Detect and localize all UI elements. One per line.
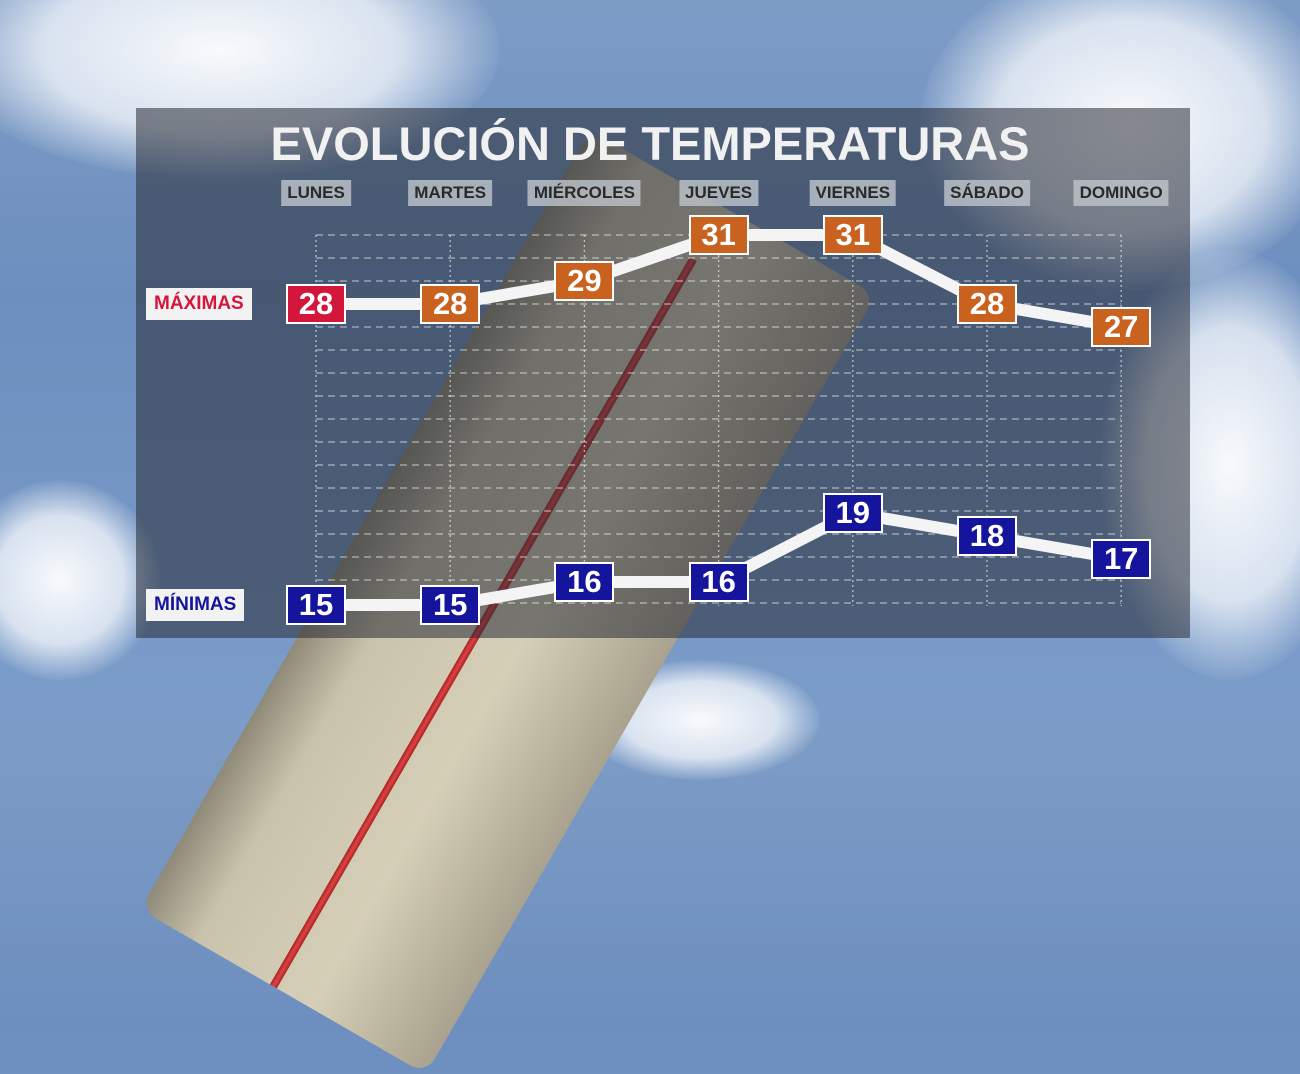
min-data-label: 16	[554, 562, 615, 602]
day-label: LUNES	[281, 180, 351, 206]
chart-title: EVOLUCIÓN DE TEMPERATURAS	[270, 117, 1030, 170]
min-data-label: 17	[1091, 539, 1152, 579]
max-data-label: 31	[822, 215, 883, 255]
min-data-label: 18	[957, 516, 1017, 556]
minimas-label: MÍNIMAS	[146, 589, 245, 621]
maximas-label: MÁXIMAS	[146, 288, 252, 320]
max-data-label: 29	[554, 261, 615, 301]
day-label: VIERNES	[809, 180, 897, 206]
day-label: MIÉRCOLES	[527, 180, 641, 206]
max-data-label: 28	[957, 284, 1017, 324]
min-data-label: 19	[822, 493, 883, 533]
max-data-label: 28	[420, 284, 481, 324]
day-label: JUEVES	[679, 180, 759, 206]
chart-plot	[315, 229, 1123, 611]
max-data-label: 28	[286, 284, 346, 324]
day-label: DOMINGO	[1073, 180, 1169, 206]
day-label: MARTES	[408, 180, 493, 206]
max-data-label: 31	[688, 215, 749, 255]
max-data-label: 27	[1091, 307, 1152, 347]
day-label: SÁBADO	[944, 180, 1030, 206]
min-data-label: 16	[688, 562, 749, 602]
min-data-label: 15	[420, 585, 481, 625]
min-data-label: 15	[286, 585, 346, 625]
